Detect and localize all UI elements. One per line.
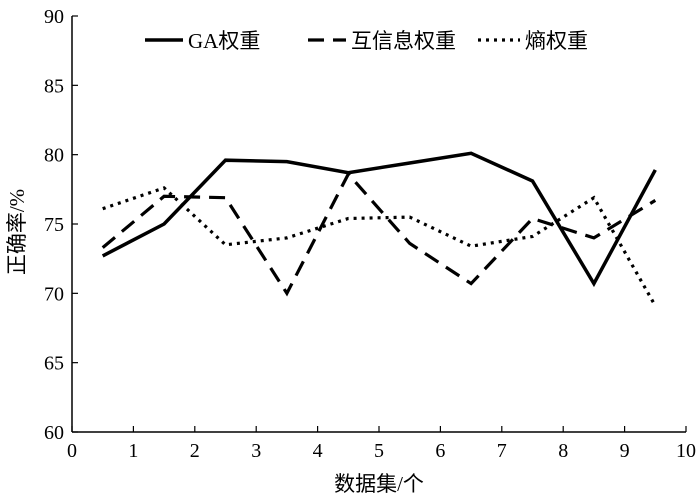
y-tick-label: 70 (44, 283, 64, 305)
y-tick-label: 90 (44, 6, 64, 28)
y-tick-label: 85 (44, 75, 64, 97)
y-tick-label: 80 (44, 145, 64, 167)
x-tick-label: 7 (497, 440, 507, 462)
x-tick-label: 8 (558, 440, 568, 462)
y-axis-label: 正确率/% (5, 189, 29, 275)
x-tick-label: 4 (313, 440, 323, 462)
x-tick-label: 9 (620, 440, 630, 462)
y-axis-ticks: 60 65 70 75 80 85 90 (44, 6, 78, 444)
series-lines (101, 151, 657, 307)
x-tick-label: 0 (67, 440, 77, 462)
x-tick-label: 3 (251, 440, 261, 462)
legend-label-1: GA权重 (188, 29, 260, 53)
x-axis-label: 数据集/个 (334, 472, 424, 496)
series-line-3 (102, 186, 657, 307)
x-tick-label: 5 (374, 440, 384, 462)
series-line-2 (101, 171, 657, 297)
x-tick-label: 10 (676, 440, 696, 462)
x-tick-label: 1 (128, 440, 138, 462)
legend-label-3: 熵权重 (525, 29, 588, 53)
x-tick-label: 6 (435, 440, 445, 462)
y-tick-label: 65 (44, 353, 64, 375)
x-tick-label: 2 (190, 440, 200, 462)
series-line-1 (101, 151, 657, 288)
y-tick-label: 75 (44, 214, 64, 236)
x-axis-ticks: 0 1 2 3 4 5 6 7 8 9 10 (67, 426, 696, 462)
legend: GA权重 互信息权重 熵权重 (145, 29, 588, 53)
legend-label-2: 互信息权重 (351, 29, 456, 53)
y-tick-label: 60 (44, 422, 64, 444)
